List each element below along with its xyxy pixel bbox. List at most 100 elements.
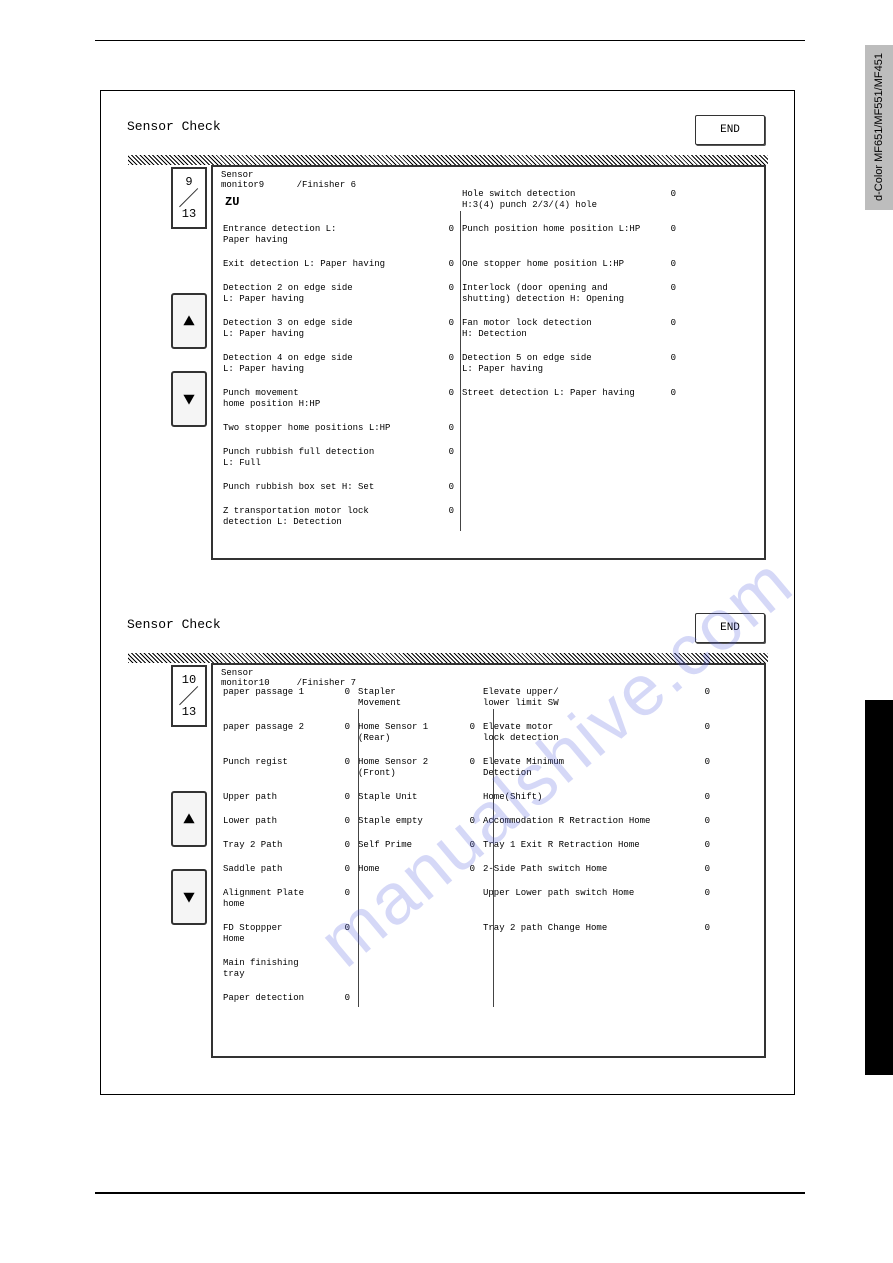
sensor-label xyxy=(454,506,662,528)
end-button-label: END xyxy=(720,622,740,634)
sensor-label: Home xyxy=(350,864,463,875)
arrow-down-icon xyxy=(182,890,196,904)
sensor-label: Tray 2 Path xyxy=(223,840,338,851)
end-button[interactable]: END xyxy=(695,115,765,145)
sensor-label xyxy=(454,423,662,434)
sensor-value xyxy=(440,189,454,211)
sensor-value xyxy=(662,447,676,469)
sensor-label: Elevate Minimum Detection xyxy=(475,757,698,779)
sensor-value xyxy=(463,993,475,1004)
sensor-value xyxy=(698,958,710,980)
sensor-label: Punch rubbish full detection L: Full xyxy=(223,447,440,469)
scroll-down-button[interactable] xyxy=(171,869,207,925)
sensor-value: 0 xyxy=(698,840,710,851)
sensor-row: paper passage 20Home Sensor 1 (Rear)0Ele… xyxy=(223,722,754,744)
sensor-label xyxy=(350,923,463,945)
sensor-label: Accommodation R Retraction Home xyxy=(475,816,698,827)
sensor-row: Tray 2 Path0Self Prime0Tray 1 Exit R Ret… xyxy=(223,840,754,851)
sensor-label: Staple empty xyxy=(350,816,463,827)
sensor-value xyxy=(463,923,475,945)
sensor-value: 0 xyxy=(338,757,350,779)
sensor-check-panel-6: Sensor Check END 9 13 Sensor monitor9 /F… xyxy=(113,101,783,576)
scroll-up-button[interactable] xyxy=(171,791,207,847)
sensor-label: One stopper home position L:HP xyxy=(454,259,662,270)
sensor-label: Saddle path xyxy=(223,864,338,875)
sensor-row: Two stopper home positions L:HP0 xyxy=(223,423,754,434)
sensor-list-frame: Sensor monitor9 /Finisher 6 ZU Hole swit… xyxy=(211,165,766,560)
sensor-row: Punch movement home position H:HP 0Street… xyxy=(223,388,754,410)
sensor-label: Elevate upper/ lower limit SW xyxy=(475,687,698,709)
sensor-label: Street detection L: Paper having xyxy=(454,388,662,410)
sensor-label: paper passage 1 xyxy=(223,687,338,709)
page-counter-current: 10 xyxy=(173,673,205,687)
top-rule xyxy=(95,40,805,41)
sensor-row: Alignment Plate home0Upper Lower path sw… xyxy=(223,888,754,910)
sensor-value xyxy=(463,958,475,980)
sensor-value: 0 xyxy=(463,757,475,779)
column-divider xyxy=(358,709,359,1007)
sensor-row: Saddle path0Home02-Side Path switch Home… xyxy=(223,864,754,875)
page-counter: 10 13 xyxy=(171,665,207,727)
sensor-label xyxy=(454,447,662,469)
sensor-value xyxy=(463,687,475,709)
sensor-label: Punch movement home position H:HP xyxy=(223,388,440,410)
panel-title: Sensor Check xyxy=(127,617,783,632)
sensor-value: 0 xyxy=(698,888,710,910)
sensor-value: 0 xyxy=(662,353,676,375)
sensor-label: Hole switch detection H:3(4) punch 2/3/(… xyxy=(454,189,662,211)
page-frame: Sensor Check END 9 13 Sensor monitor9 /F… xyxy=(100,90,795,1095)
sensor-value: 0 xyxy=(338,888,350,910)
sensor-label: Entrance detection L: Paper having xyxy=(223,224,440,246)
sensor-row: Entrance detection L: Paper having0Punch… xyxy=(223,224,754,246)
sensor-row: Lower path0Staple empty0Accommodation R … xyxy=(223,816,754,827)
scroll-up-button[interactable] xyxy=(171,293,207,349)
sensor-row: Upper path0Staple UnitHome(Shift)0 xyxy=(223,792,754,803)
sensor-value: 0 xyxy=(440,423,454,434)
sensor-label: Elevate motor lock detection xyxy=(475,722,698,744)
sensor-label: Main finishing tray xyxy=(223,958,338,980)
page-counter-total: 13 xyxy=(173,207,205,221)
sensor-value: 0 xyxy=(662,388,676,410)
sensor-label: Home Sensor 1 (Rear) xyxy=(350,722,463,744)
end-button[interactable]: END xyxy=(695,613,765,643)
sensor-value: 0 xyxy=(440,259,454,270)
arrow-up-icon xyxy=(182,812,196,826)
sensor-label: Punch rubbish box set H: Set xyxy=(223,482,440,493)
column-divider xyxy=(493,709,494,1007)
sensor-list-frame: Sensor monitor10 /Finisher 7 paper passa… xyxy=(211,663,766,1058)
sensor-grid-6: Hole switch detection H:3(4) punch 2/3/(… xyxy=(223,189,754,541)
hatched-separator xyxy=(128,155,768,165)
sensor-value xyxy=(662,482,676,493)
end-button-label: END xyxy=(720,124,740,136)
sensor-value: 0 xyxy=(440,506,454,528)
sensor-value: 0 xyxy=(698,816,710,827)
sensor-value: 0 xyxy=(440,283,454,305)
sensor-value: 0 xyxy=(662,318,676,340)
sensor-label: Home Sensor 2 (Front) xyxy=(350,757,463,779)
page-counter: 9 13 xyxy=(171,167,207,229)
sensor-row: Exit detection L: Paper having0One stopp… xyxy=(223,259,754,270)
column-divider xyxy=(460,211,461,531)
sensor-value: 0 xyxy=(463,864,475,875)
sensor-row: paper passage 10Stapler MovementElevate … xyxy=(223,687,754,709)
sensor-value: 0 xyxy=(338,687,350,709)
sensor-label xyxy=(350,958,463,980)
page-counter-current: 9 xyxy=(173,175,205,189)
sensor-value: 0 xyxy=(440,482,454,493)
scroll-down-button[interactable] xyxy=(171,371,207,427)
sensor-value: 0 xyxy=(338,792,350,803)
sensor-label xyxy=(454,482,662,493)
sensor-value: 0 xyxy=(440,353,454,375)
sensor-label: Tray 2 path Change Home xyxy=(475,923,698,945)
sensor-label: Fan motor lock detection H: Detection xyxy=(454,318,662,340)
sensor-label xyxy=(475,958,698,980)
sensor-label: Z transportation motor lock detection L:… xyxy=(223,506,440,528)
sensor-value xyxy=(662,506,676,528)
sensor-row: Punch regist0Home Sensor 2 (Front)0Eleva… xyxy=(223,757,754,779)
sensor-row: Main finishing tray xyxy=(223,958,754,980)
sensor-value: 0 xyxy=(463,840,475,851)
sensor-row: Hole switch detection H:3(4) punch 2/3/(… xyxy=(223,189,754,211)
sensor-value: 0 xyxy=(338,816,350,827)
sensor-value: 0 xyxy=(662,224,676,246)
sensor-label: Interlock (door opening and shutting) de… xyxy=(454,283,662,305)
